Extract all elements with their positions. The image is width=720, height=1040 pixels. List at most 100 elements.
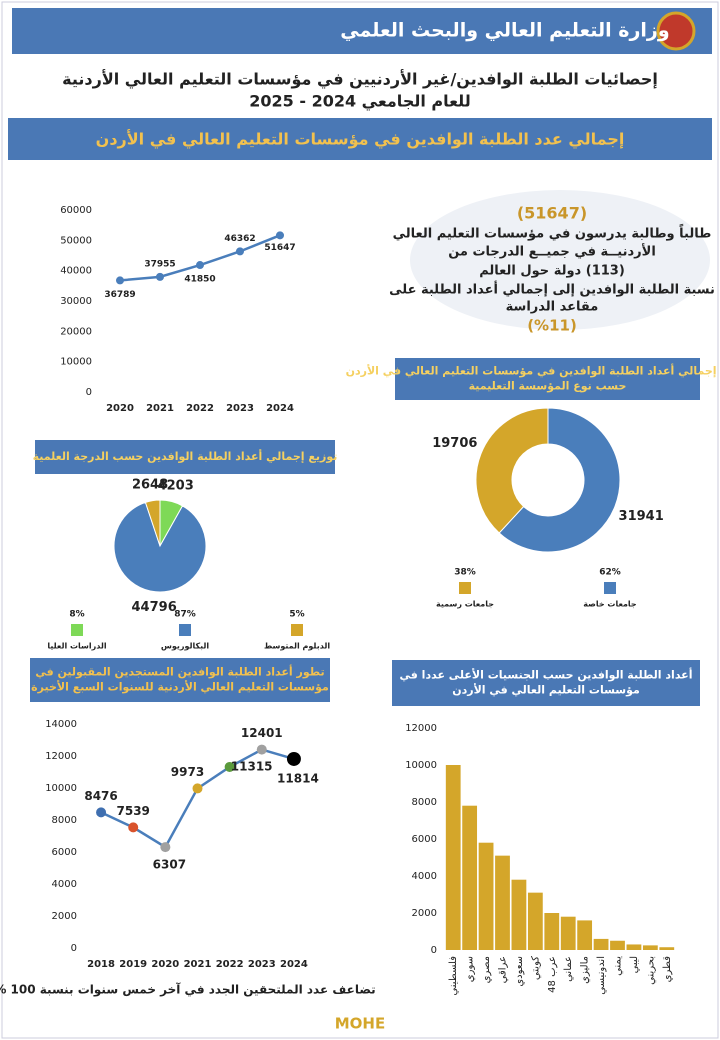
data-label: 6307 xyxy=(153,858,186,872)
data-label: 46362 xyxy=(224,234,255,244)
y-tick-label: 2000 xyxy=(52,911,77,922)
legend-share: 62% xyxy=(599,568,621,578)
data-label: 36789 xyxy=(104,290,135,300)
bar xyxy=(560,916,576,950)
y-tick-label: 0 xyxy=(86,387,92,398)
data-label: 19706 xyxy=(432,436,477,451)
legend-label: جامعات رسمية xyxy=(436,600,494,609)
y-tick-label: 20000 xyxy=(60,326,92,337)
bar xyxy=(544,913,560,950)
x-tick-label: 2023 xyxy=(248,959,276,970)
x-tick-label: 2018 xyxy=(87,959,115,970)
legend-swatch xyxy=(604,582,616,594)
x-tick-label: مصري xyxy=(481,956,492,983)
stat-line: طالباً وطالبة يدرسون في مؤسسات التعليم ا… xyxy=(393,224,712,242)
chart-title-banner xyxy=(35,440,335,474)
bar xyxy=(610,940,625,950)
bar xyxy=(445,765,461,950)
header-title: وزارة التعليم العالي والبحث العلمي xyxy=(340,20,669,42)
x-tick-label: 2019 xyxy=(119,959,147,970)
data-label: 4203 xyxy=(158,479,194,494)
y-tick-label: 12000 xyxy=(405,723,437,734)
x-tick-label: ماليزي xyxy=(580,956,591,984)
data-label: 41850 xyxy=(184,275,215,285)
page-subtitle: للعام الجامعي 2024 - 2025 xyxy=(249,92,470,112)
y-tick-label: 6000 xyxy=(52,847,77,858)
y-tick-label: 8000 xyxy=(52,815,77,826)
y-tick-label: 0 xyxy=(71,943,77,954)
y-tick-label: 2000 xyxy=(412,908,437,919)
x-tick-label: عماني xyxy=(563,956,574,982)
data-label: 2648 xyxy=(132,477,168,492)
x-tick-label: فلسطيني xyxy=(448,956,459,996)
data-label: 11814 xyxy=(277,771,319,785)
banner xyxy=(8,118,712,160)
legend-swatch xyxy=(291,624,303,636)
y-tick-label: 0 xyxy=(431,945,437,956)
legend-label: البكالوريوس xyxy=(161,642,210,652)
bar xyxy=(527,892,543,950)
bar xyxy=(626,944,642,950)
banner-text: إجمالي عدد الطلبة الوافدين في مؤسسات الت… xyxy=(96,130,625,150)
y-tick-label: 4000 xyxy=(52,879,77,890)
x-tick-label: عرب 48 xyxy=(547,956,558,993)
x-tick-label: قطري xyxy=(662,956,673,983)
x-tick-label: 2024 xyxy=(266,403,294,414)
x-tick-label: 2023 xyxy=(226,403,254,414)
bar xyxy=(478,842,494,950)
x-tick-label: 2022 xyxy=(186,403,214,414)
legend-share: 87% xyxy=(174,610,196,620)
stat-line: نسبة الطلبة الوافدين إلى إجمالي أعداد ال… xyxy=(389,281,715,298)
x-tick-label: 2020 xyxy=(151,959,179,970)
x-tick-label: سوري xyxy=(465,956,476,982)
page-title: إحصائيات الطلبة الوافدين/غير الأردنيين ف… xyxy=(62,70,658,90)
stat-total: (51647) xyxy=(517,204,587,223)
pie-slice xyxy=(475,407,549,534)
line-marker xyxy=(236,247,244,256)
logo-text: MOHE xyxy=(335,1015,385,1033)
bar xyxy=(495,855,510,950)
y-tick-label: 30000 xyxy=(60,296,92,307)
footer-note: تضاعف عدد الملتحقين الجدد في آخر خمس سنو… xyxy=(0,982,376,998)
x-tick-label: بحريني xyxy=(645,956,656,985)
stat-share: (%11) xyxy=(527,317,577,335)
x-tick-label: 2020 xyxy=(106,403,134,414)
line-marker xyxy=(160,842,171,853)
line-marker xyxy=(116,276,124,285)
x-tick-label: 2024 xyxy=(280,959,308,970)
chart-title: مؤسسات التعليم العالي الأردنية للسنوات ا… xyxy=(31,680,329,694)
y-tick-label: 60000 xyxy=(60,205,92,216)
chart-title: أعداد الطلبة الوافدين حسب الجنسيات الأعل… xyxy=(400,668,693,682)
map-background xyxy=(410,190,710,330)
y-tick-label: 12000 xyxy=(45,751,77,762)
stat-line: الأردنيــة في جميــع الدرجات من xyxy=(448,243,656,260)
legend-label: جامعات خاصة xyxy=(583,600,637,609)
line-marker xyxy=(256,744,267,755)
x-tick-label: 2022 xyxy=(216,959,244,970)
pie-slice xyxy=(498,407,621,553)
legend-share: 38% xyxy=(454,568,476,578)
data-label: 37955 xyxy=(144,259,175,269)
chart-title: تطور أعداد الطلبة الوافدين المستجدين الم… xyxy=(35,665,324,679)
chart-title-banner xyxy=(392,660,700,706)
y-tick-label: 10000 xyxy=(45,783,77,794)
bar xyxy=(511,879,527,950)
y-tick-label: 50000 xyxy=(60,235,92,246)
legend-swatch xyxy=(179,624,191,636)
line-marker xyxy=(128,822,139,833)
data-label: 31941 xyxy=(619,509,664,524)
bar xyxy=(577,920,593,950)
stat-line: (113) دولة حول العالم xyxy=(479,264,625,279)
data-label: 12401 xyxy=(241,726,283,740)
legend-swatch xyxy=(459,582,471,594)
chart-title: توزيع إجمالي أعداد الطلبة الوافدين في مؤ… xyxy=(346,364,720,378)
emblem xyxy=(656,11,696,51)
chart-title: مؤسسات التعليم العالي في الأردن xyxy=(452,683,640,697)
legend-label: الدراسات العليا xyxy=(47,642,106,651)
data-label: 9973 xyxy=(171,765,204,779)
header-bar xyxy=(12,8,712,54)
legend-label: الدبلوم المتوسط xyxy=(264,642,330,651)
line-marker xyxy=(96,807,107,818)
line-marker xyxy=(156,272,164,281)
